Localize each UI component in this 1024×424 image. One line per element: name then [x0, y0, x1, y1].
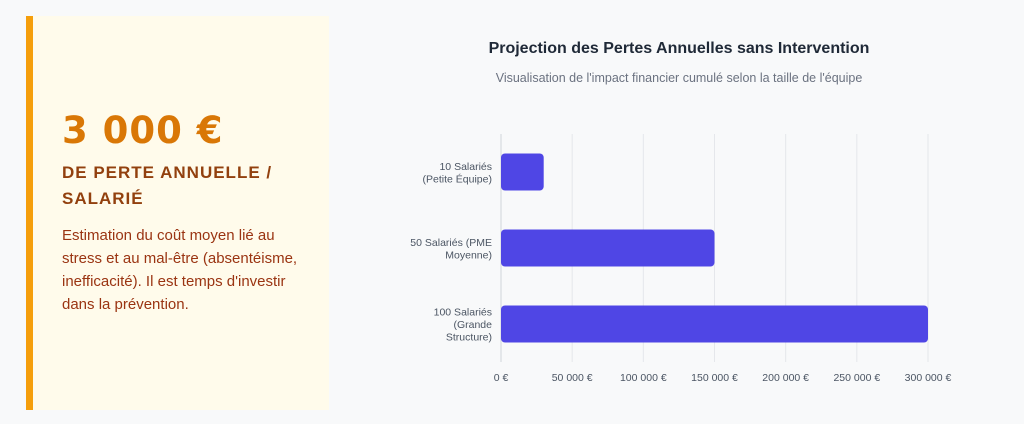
bar [501, 305, 928, 343]
x-tick-label: 250 000 € [833, 372, 880, 384]
loss-description: Estimation du coût moyen lié au stress e… [62, 227, 298, 313]
category-label: 100 Salariés (Grande Structure) [434, 307, 493, 344]
x-tick-label: 50 000 € [552, 372, 593, 384]
x-tick-label: 300 000 € [905, 372, 952, 384]
stat-card: 3 000 € DE PERTE ANNUELLE / SALARIÉ Esti… [26, 16, 329, 410]
x-tick-label: 0 € [494, 372, 509, 384]
x-tick-label: 100 000 € [620, 372, 667, 384]
loss-amount: 3 000 € [62, 109, 224, 152]
chart-subtitle: Visualisation de l'impact financier cumu… [495, 71, 863, 85]
loss-subtitle: DE PERTE ANNUELLE / SALARIÉ [62, 163, 273, 208]
category-label: 50 Salariés (PME Moyenne) [410, 237, 492, 262]
bar [501, 229, 715, 267]
x-tick-label: 200 000 € [762, 372, 809, 384]
chart-title: Projection des Pertes Annuelles sans Int… [488, 40, 870, 57]
category-label: 10 Salariés (Petite Équipe) [423, 161, 492, 186]
bar [501, 153, 544, 191]
x-tick-label: 150 000 € [691, 372, 738, 384]
